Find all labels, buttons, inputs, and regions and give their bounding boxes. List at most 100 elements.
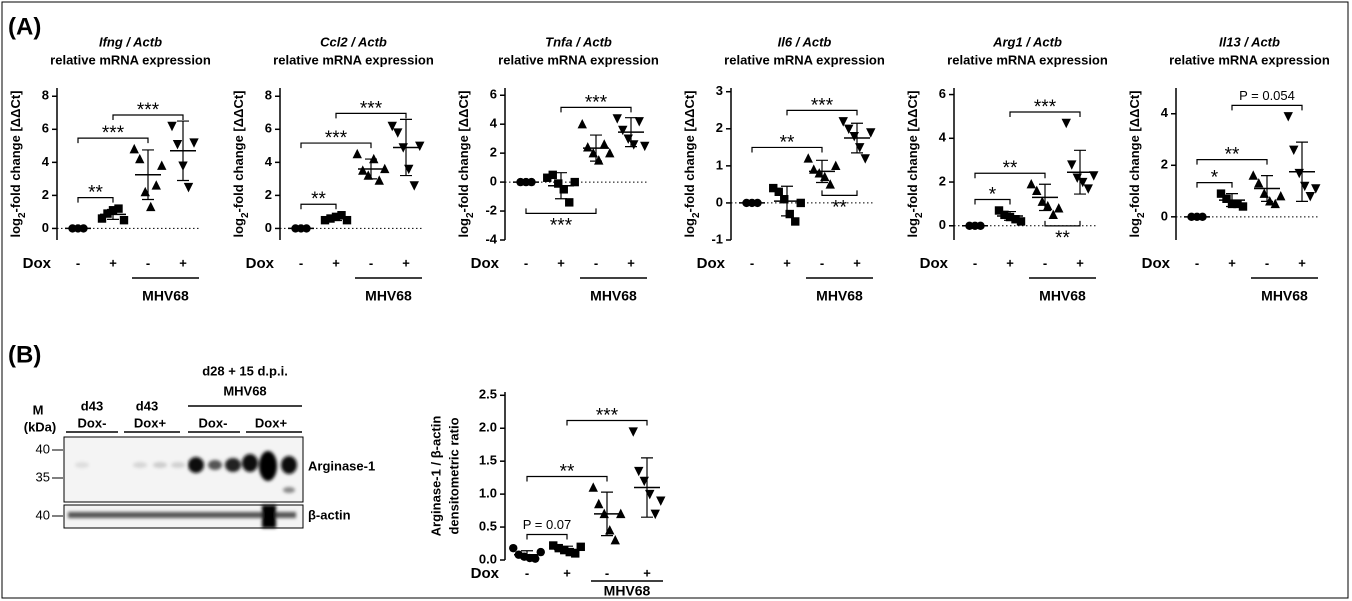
significance-label: ** [1225, 145, 1240, 166]
group-label: MHV68 [1261, 288, 1308, 304]
protein-label: Arginase-1 [308, 458, 375, 473]
significance-label: ** [88, 183, 103, 204]
x-tick-label: + [643, 565, 651, 580]
y-tick-label: 0 [939, 217, 946, 232]
significance-label: * [989, 184, 997, 205]
x-tick-label: - [1195, 255, 1199, 270]
x-tick-label: - [750, 255, 754, 270]
significance-label: *** [596, 406, 619, 427]
treatment-label: Dox- [199, 415, 228, 430]
data-point [797, 199, 805, 207]
x-tick-label: - [1265, 255, 1269, 270]
y-tick-label: 4 [42, 154, 50, 169]
y-tick-label: -1 [711, 231, 723, 246]
x-tick-label: - [973, 255, 977, 270]
x-tick-label: + [627, 255, 635, 270]
y-tick-label: 0 [265, 220, 272, 235]
treatment-label: Dox- [78, 415, 107, 430]
x-tick-label: - [594, 255, 598, 270]
x-axis-label: Dox [471, 255, 500, 272]
data-point [1239, 202, 1247, 210]
y-tick-label: 1 [716, 157, 723, 172]
x-tick-label: + [402, 255, 410, 270]
x-axis-label: Dox [920, 255, 949, 272]
band [259, 451, 277, 481]
significance-label: ** [1055, 228, 1070, 249]
chart-title: Ifng / Actb [99, 34, 162, 49]
y-tick-label: 6 [265, 121, 272, 136]
band [133, 462, 147, 468]
significance-label: *** [102, 123, 125, 144]
y-tick-label: 2.0 [479, 420, 497, 435]
x-axis-label: Dox [246, 255, 275, 272]
y-tick-label: 3 [716, 83, 723, 98]
y-tick-label: 0.5 [479, 518, 497, 533]
x-tick-label: - [299, 255, 303, 270]
data-point [549, 171, 557, 179]
y-tick-label: 2 [42, 187, 49, 202]
y-tick-label: 4 [939, 130, 947, 145]
significance-label: ** [311, 189, 326, 210]
chart-title: Il6 / Actb [778, 34, 832, 49]
group-label: MHV68 [604, 583, 651, 599]
x-axis-label: Dox [471, 565, 500, 582]
chart-subtitle: relative mRNA expression [947, 52, 1108, 67]
protein-label: β-actin [308, 507, 351, 522]
x-tick-label: - [76, 255, 80, 270]
y-axis-label-part: log [905, 218, 920, 238]
x-tick-label: + [783, 255, 791, 270]
y-tick-label: 2 [1161, 157, 1168, 172]
y-axis-label: Arginase-1 / β-actin [428, 416, 443, 537]
y-tick-label: 2 [716, 120, 723, 135]
significance-label: P = 0.054 [1239, 88, 1295, 103]
y-axis-label-part: log [456, 218, 471, 238]
data-point [343, 216, 351, 224]
band [171, 462, 185, 468]
y-tick-label: 6 [490, 87, 497, 102]
x-tick-label: - [369, 255, 373, 270]
y-tick-label: 2 [265, 187, 272, 202]
band [242, 454, 258, 472]
band [75, 462, 89, 468]
data-point [1017, 217, 1025, 225]
x-tick-label: + [1076, 255, 1084, 270]
band [153, 462, 167, 468]
band [225, 458, 241, 472]
significance-label: ** [832, 197, 847, 218]
group-label: MHV68 [816, 288, 863, 304]
y-tick-label: 2 [490, 145, 497, 160]
y-tick-label: 2 [939, 173, 946, 188]
band [68, 512, 296, 518]
chart-subtitle: relative mRNA expression [498, 52, 659, 67]
y-tick-label: 0 [490, 174, 497, 189]
band [208, 460, 222, 470]
marker-size: 35 [36, 469, 50, 484]
significance-label: P = 0.07 [523, 517, 572, 532]
y-axis-label-part: -fold change [ΔΔCt] [1127, 90, 1142, 212]
chart-subtitle: relative mRNA expression [273, 52, 434, 67]
y-axis-label-part: -fold change [ΔΔCt] [682, 90, 697, 212]
y-tick-label: 0 [42, 220, 49, 235]
y-axis-label-part: log [8, 218, 23, 238]
y-tick-label: 4 [490, 116, 498, 131]
treatment-label: Dox+ [255, 415, 288, 430]
group-label: MHV68 [365, 288, 412, 304]
chart-subtitle: relative mRNA expression [1169, 52, 1330, 67]
significance-label: * [1211, 168, 1219, 189]
y-tick-label: 6 [939, 86, 946, 101]
infection-label: d28 + 15 d.p.i. [202, 363, 288, 378]
y-tick-label: 4 [265, 154, 273, 169]
group-label: MHV68 [142, 288, 189, 304]
significance-label: ** [1003, 158, 1018, 179]
x-axis-label: Dox [23, 255, 52, 272]
day-label: d43 [136, 398, 158, 413]
y-axis-label-part: -fold change [ΔΔCt] [8, 90, 23, 212]
x-tick-label: - [146, 255, 150, 270]
data-point [120, 216, 128, 224]
y-tick-label: 6 [42, 121, 49, 136]
y-axis-label: densitometric ratio [446, 417, 461, 534]
x-axis-label: Dox [1142, 255, 1171, 272]
significance-label: *** [1034, 97, 1057, 118]
significance-label: *** [360, 98, 383, 119]
x-axis-label: Dox [697, 255, 726, 272]
